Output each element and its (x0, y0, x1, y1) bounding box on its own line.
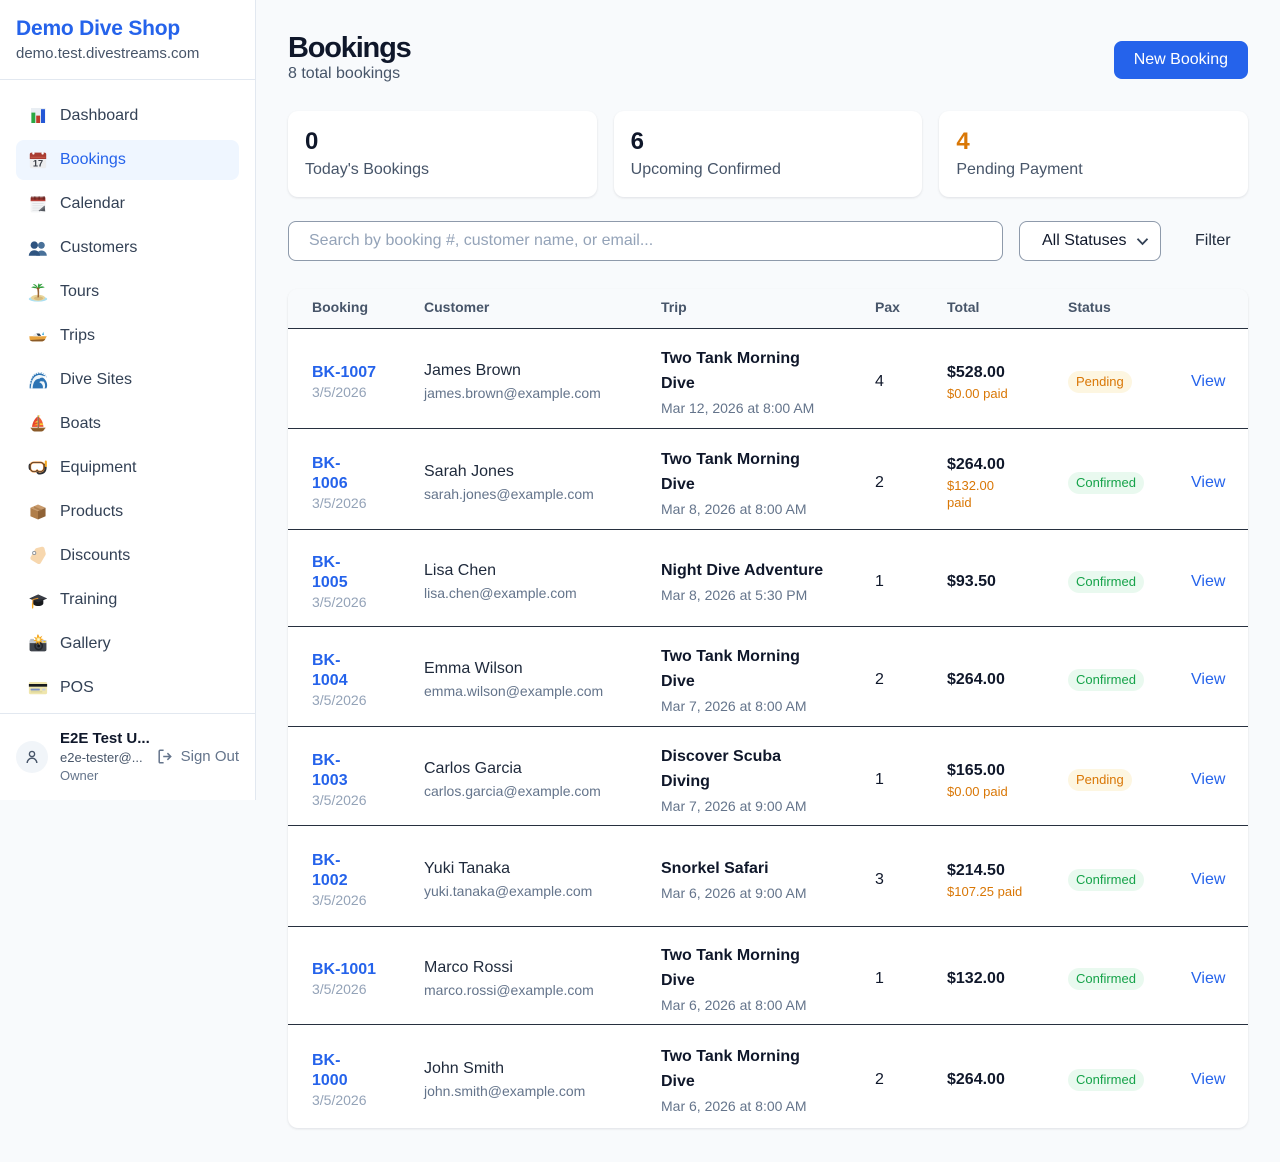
svg-text:17: 17 (33, 158, 43, 168)
